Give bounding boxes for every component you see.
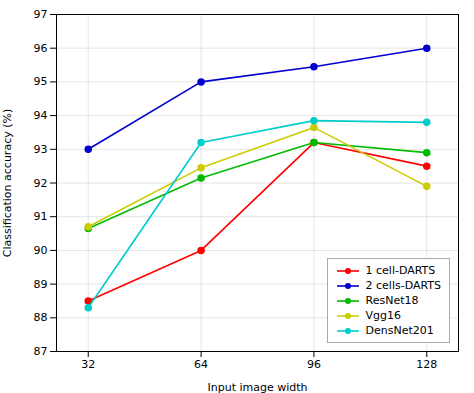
html-text:ResNet18: ResNet18	[365, 294, 419, 307]
svg-text:94: 94	[34, 109, 48, 122]
svg-text:32: 32	[81, 358, 95, 371]
svg-text:93: 93	[34, 143, 48, 156]
svg-text:64: 64	[194, 358, 208, 371]
svg-text:128: 128	[416, 358, 437, 371]
svg-text:96: 96	[307, 358, 321, 371]
svg-text:Input image width: Input image width	[207, 381, 307, 393]
svg-text:97: 97	[34, 8, 48, 21]
svg-text:92: 92	[34, 177, 48, 190]
svg-text:96: 96	[34, 42, 48, 55]
svg-text:90: 90	[34, 244, 48, 257]
svg-text:95: 95	[34, 75, 48, 88]
html-text:Vgg16: Vgg16	[365, 309, 401, 322]
html-text:1 cell-DARTS: 1 cell-DARTS	[365, 264, 436, 277]
html-text:DensNet201: DensNet201	[365, 324, 434, 337]
html-text:2 cells-DARTS: 2 cells-DARTS	[365, 279, 441, 292]
svg-text:91: 91	[34, 210, 48, 223]
svg-text:Classification accuracy (%): Classification accuracy (%)	[1, 109, 14, 257]
svg-text:88: 88	[34, 311, 48, 324]
svg-text:87: 87	[34, 345, 48, 358]
svg-text:89: 89	[34, 278, 48, 291]
